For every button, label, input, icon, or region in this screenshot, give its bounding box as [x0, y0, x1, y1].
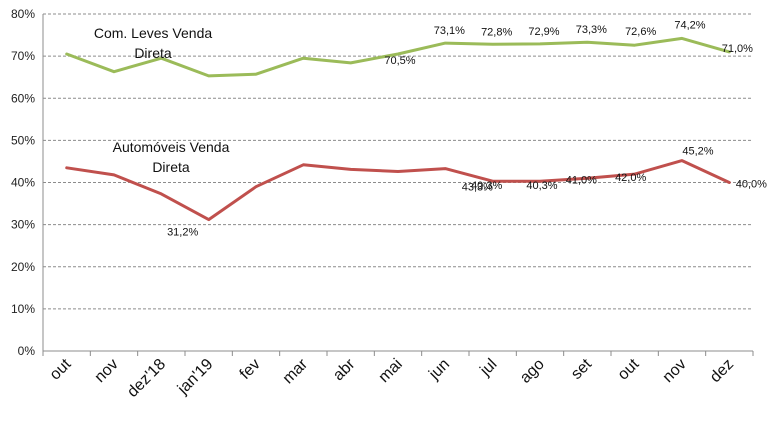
series-layer — [65, 36, 731, 222]
x-tick-label: dez'18 — [124, 356, 169, 401]
x-tick-label: nov — [660, 356, 690, 386]
series-name-label: Direta — [152, 159, 190, 175]
data-label: 70,5% — [384, 55, 415, 67]
series-line — [65, 159, 731, 222]
data-label: 71,0% — [722, 43, 753, 55]
gridlines — [43, 13, 753, 310]
x-tick-label: mai — [376, 356, 406, 386]
y-axis: 0% 10% 20% 30% 40% 50% 60% 70% 80% — [11, 7, 44, 358]
data-label: 31,2% — [167, 227, 198, 239]
data-label: 45,2% — [682, 146, 713, 158]
x-tick-label: fev — [237, 356, 264, 383]
x-tick-label: out — [615, 355, 643, 383]
y-tick-label: 80% — [11, 7, 35, 21]
x-tick-label: mar — [280, 355, 312, 387]
x-tick-label: out — [47, 355, 75, 383]
x-tick-label: ago — [517, 356, 548, 387]
series-name-label: Com. Leves Venda — [94, 25, 213, 41]
x-tick-label: jan'19 — [174, 356, 217, 399]
data-label: 72,8% — [481, 26, 512, 38]
x-tick-label: set — [568, 355, 596, 383]
series-name-label: Direta — [134, 45, 172, 61]
data-label: 74,2% — [674, 19, 705, 31]
x-axis: out nov dez'18 jan'19 fev mar abr mai jun jul ago s… — [42, 350, 754, 401]
y-tick-label: 40% — [11, 176, 35, 190]
x-tick-label: nov — [92, 356, 122, 386]
data-label: 40,3% — [526, 180, 557, 192]
data-label: 42,0% — [615, 172, 646, 184]
y-tick-label: 10% — [11, 302, 35, 316]
data-label: 73,1% — [434, 25, 465, 37]
data-label: 40,3% — [471, 180, 502, 192]
series-line — [65, 36, 731, 78]
data-label: 43,3% — [462, 182, 493, 194]
series-name-labels: Com. Leves Venda Direta Automóveis Venda Di… — [94, 25, 230, 175]
y-tick-label: 70% — [11, 49, 35, 63]
y-tick-label: 30% — [11, 218, 35, 232]
x-tick-label: abr — [330, 355, 359, 384]
data-label: 72,9% — [528, 26, 559, 38]
data-label: 40,0% — [736, 179, 767, 191]
series-name-label: Automóveis Venda — [113, 139, 230, 155]
y-tick-label: 60% — [11, 91, 35, 105]
y-tick-label: 0% — [18, 344, 36, 358]
x-tick-label: jul — [476, 356, 500, 380]
data-label: 41,0% — [566, 174, 597, 186]
x-tick-label: dez — [707, 356, 737, 386]
y-tick-label: 20% — [11, 260, 35, 274]
x-tick-label: jun — [425, 356, 453, 384]
data-label: 72,6% — [625, 26, 656, 38]
y-tick-label: 50% — [11, 133, 35, 147]
data-labels: 70,5% 73,1% 72,8% 72,9% 73,3% 72,6% 74,2% 71,0%… — [167, 19, 767, 238]
data-label: 73,3% — [576, 24, 607, 36]
